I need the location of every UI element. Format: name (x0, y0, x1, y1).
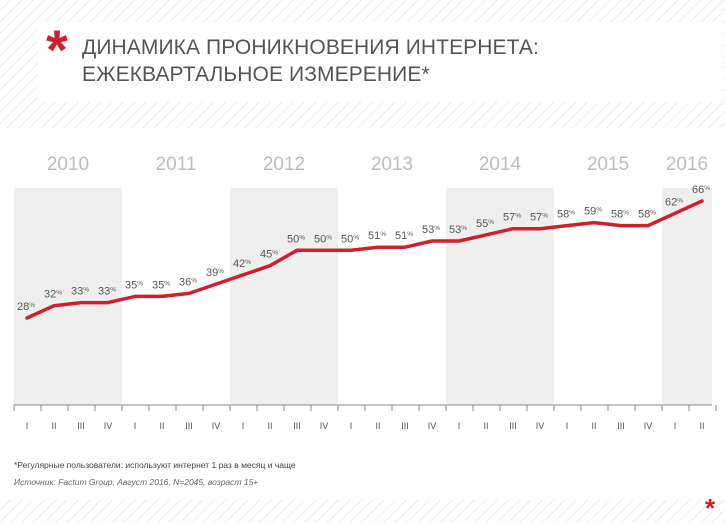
data-label: 53% (422, 224, 440, 236)
data-label: 32% (44, 289, 62, 301)
footer-hatch-background (0, 500, 725, 523)
quarter-label: IV (212, 421, 221, 431)
year-label-2014: 2014 (479, 154, 522, 175)
data-label: 51% (395, 230, 413, 242)
footnote-source: Источник: Factum Group, Август 2016, N=2… (14, 477, 259, 487)
year-label-2010: 2010 (47, 154, 89, 175)
data-label: 50% (287, 233, 305, 245)
data-label: 55% (476, 218, 494, 230)
data-label: 35% (125, 279, 143, 291)
data-label: 35% (152, 279, 170, 291)
data-label: 42% (233, 258, 251, 270)
quarter-label: III (401, 421, 409, 431)
data-label: 51% (368, 230, 386, 242)
data-label: 36% (179, 276, 197, 288)
data-label: 33% (71, 286, 89, 298)
data-label: 53% (449, 224, 467, 236)
data-label: 45% (260, 249, 278, 261)
quarter-label: III (617, 421, 625, 431)
footnote-definition: *Регулярные пользователи: используют инт… (14, 460, 296, 470)
year-band-2016 (662, 188, 712, 405)
quarter-label: I (566, 421, 569, 431)
chart-title-line-1: ДИНАМИКА ПРОНИКНОВЕНИЯ ИНТЕРНЕТА: (82, 36, 539, 59)
quarter-label: III (185, 421, 193, 431)
quarter-label: II (267, 421, 272, 431)
quarter-label: II (483, 421, 488, 431)
data-label: 62% (665, 196, 683, 208)
data-label: 28% (17, 301, 35, 313)
data-label: 59% (584, 206, 602, 218)
data-label: 58% (638, 209, 656, 221)
quarter-label: II (51, 421, 56, 431)
quarter-label: IV (104, 421, 113, 431)
quarter-label: IV (428, 421, 437, 431)
corner-asterisk-logo: * (705, 493, 716, 523)
quarter-label: III (293, 421, 301, 431)
quarter-label: III (77, 421, 85, 431)
data-label: 33% (98, 286, 116, 298)
year-band-2010 (14, 188, 122, 405)
year-label-2012: 2012 (263, 154, 305, 175)
data-label: 58% (611, 209, 629, 221)
year-label-2015: 2015 (587, 154, 629, 175)
quarter-label: I (458, 421, 461, 431)
quarter-label: II (159, 421, 164, 431)
data-label: 57% (503, 212, 521, 224)
data-label: 57% (530, 212, 548, 224)
year-band-2012 (230, 188, 338, 405)
quarter-label: II (375, 421, 380, 431)
data-label: 58% (557, 209, 575, 221)
data-label: 66% (692, 184, 710, 196)
year-label-2016: 2016 (666, 154, 708, 175)
quarter-label: IV (644, 421, 653, 431)
year-label-2013: 2013 (371, 154, 413, 175)
data-label: 50% (341, 233, 359, 245)
data-label: 39% (206, 267, 224, 279)
asterisk-logo: * (46, 18, 68, 81)
quarter-label: IV (320, 421, 329, 431)
quarter-label: I (350, 421, 353, 431)
chart-title-line-2: ЕЖЕКВАРТАЛЬНОЕ ИЗМЕРЕНИЕ* (82, 63, 430, 86)
quarter-label: I (134, 421, 137, 431)
quarter-label: III (509, 421, 517, 431)
quarter-label: I (26, 421, 29, 431)
quarter-label: II (699, 421, 704, 431)
quarter-label: I (242, 421, 245, 431)
title-panel (38, 22, 722, 102)
data-label: 50% (314, 233, 332, 245)
year-label-2011: 2011 (156, 154, 197, 175)
quarter-label: I (674, 421, 677, 431)
year-band-2014 (446, 188, 554, 405)
quarter-label: II (591, 421, 596, 431)
quarter-label: IV (536, 421, 545, 431)
series-line (25, 199, 704, 320)
